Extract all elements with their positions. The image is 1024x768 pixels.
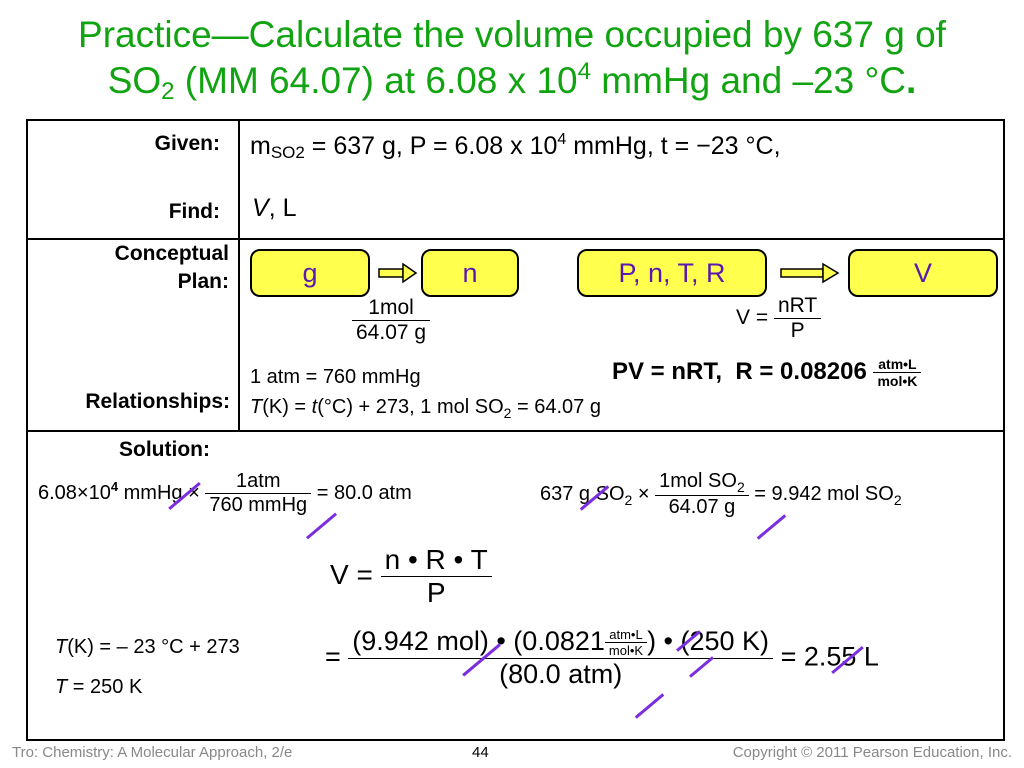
column-divider	[238, 119, 240, 432]
footer-copyright: Copyright © 2011 Pearson Education, Inc.	[732, 744, 1012, 761]
find-label: Find:	[168, 200, 220, 223]
footer-page-number: 44	[472, 744, 489, 761]
given-label: Given:	[154, 132, 220, 155]
slide-title: Practice—Calculate the volume occupied b…	[0, 12, 1024, 104]
solution-temperature-2: T = 250 K	[55, 676, 143, 698]
row-divider-2	[26, 430, 1005, 432]
conceptual-plan-label: Conceptual Plan:	[114, 242, 229, 293]
row-divider-1	[26, 238, 1005, 240]
title-line-1: Practice—Calculate the volume occupied b…	[78, 14, 946, 55]
given-values: mSO2 = 637 g, P = 6.08 x 104 mmHg, t = −…	[250, 131, 781, 162]
solution-label: Solution:	[119, 438, 210, 461]
arrow-icon	[378, 262, 418, 284]
solution-temperature-1: T(K) = – 23 °C + 273	[55, 636, 240, 658]
arrow-icon	[780, 262, 840, 284]
relationship-ideal-gas-law: PV = nRT, R = 0.08206 atm•L mol•K	[612, 356, 922, 389]
plan-fraction-molar-mass: 1mol 64.07 g	[352, 296, 431, 345]
footer-textbook: Tro: Chemistry: A Molecular Approach, 2/…	[12, 744, 293, 761]
solution-pressure-conversion: 6.08×104 mmHg × 1atm 760 mmHg = 80.0 atm	[38, 470, 412, 516]
plan-node-n: n	[421, 249, 519, 297]
solution-final-calculation: = (9.942 mol) • (0.0821 atm•L mol•K) • (25…	[325, 626, 879, 690]
plan-node-g: g	[250, 249, 370, 297]
plan-node-v: V	[848, 249, 998, 297]
relationship-temperature-mole: T(K) = t(°C) + 273, 1 mol SO2 = 64.07 g	[250, 396, 601, 421]
find-values: V, L	[252, 194, 297, 222]
relationship-pressure: 1 atm = 760 mmHg	[250, 366, 421, 388]
plan-fraction-gas-law: V = nRT P	[736, 294, 822, 343]
plan-node-pntr: P, n, T, R	[577, 249, 767, 297]
relationships-label: Relationships:	[85, 390, 230, 413]
title-line-2: SO2 (MM 64.07) at 6.08 x 104 mmHg and –2…	[107, 58, 917, 105]
